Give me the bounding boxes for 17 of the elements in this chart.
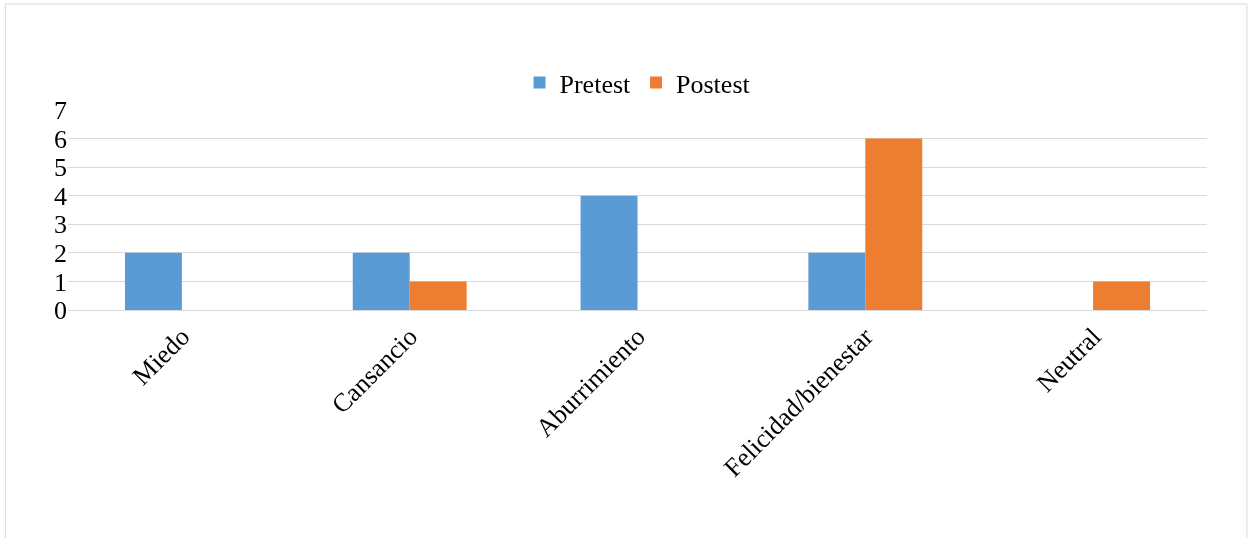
bar (352, 252, 410, 310)
bar (865, 138, 923, 310)
y-tick-label: 5 (54, 153, 67, 183)
bar (808, 252, 866, 310)
y-tick-label: 4 (54, 181, 67, 211)
legend-label: Postest (676, 69, 751, 99)
bar (580, 195, 638, 310)
bar (124, 252, 182, 310)
y-tick-label: 1 (54, 267, 67, 297)
y-tick-label: 7 (54, 96, 67, 126)
y-tick-label: 3 (54, 210, 67, 240)
y-tick-label: 2 (54, 238, 67, 268)
y-tick-label: 6 (54, 124, 67, 154)
bar (409, 281, 467, 310)
bar (1093, 281, 1151, 310)
legend-label: Pretest (559, 69, 632, 99)
y-tick-label: 0 (54, 296, 67, 326)
